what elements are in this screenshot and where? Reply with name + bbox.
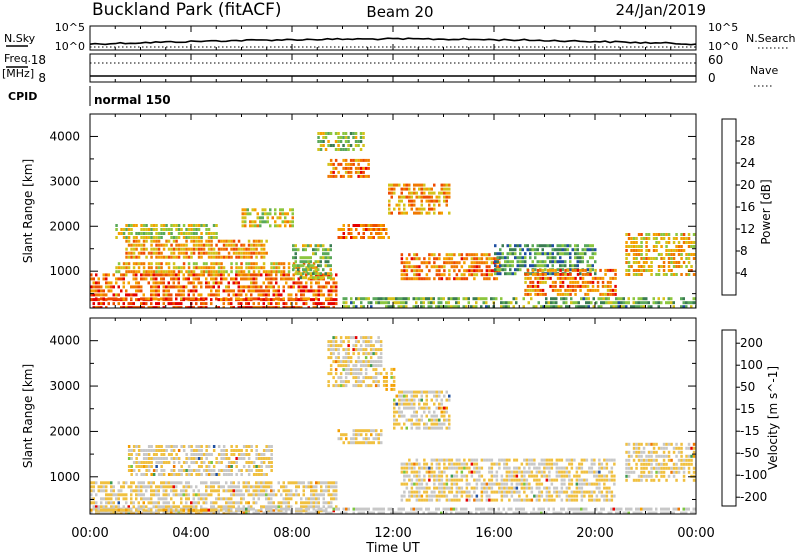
power-echo-region	[125, 239, 268, 259]
power-echo-region	[337, 224, 390, 239]
x-tick-label: 00:00	[677, 526, 714, 541]
velocity-colorbar-tick: 50	[740, 380, 755, 394]
power-colorbar-tick: 20	[740, 178, 755, 192]
velocity-colorbar-tick: -50	[740, 446, 760, 460]
power-colorbar-tick: 16	[740, 200, 755, 214]
power-echo-region	[524, 268, 617, 296]
power-colorbar-tick: 8	[740, 244, 748, 258]
x-tick-label: 04:00	[172, 526, 209, 541]
power-echo-region	[342, 297, 696, 308]
velocity-colorbar-tick: -200	[740, 490, 767, 504]
power-colorbar-tick: 24	[740, 156, 755, 170]
power-echo-region	[115, 262, 318, 274]
velocity-echo-region	[127, 445, 273, 476]
time-axis: 00:00 04:00 08:00 12:00 16:00 20:00 00:00	[71, 26, 715, 541]
x-tick-label: 20:00	[576, 526, 613, 541]
power-colorbar-tick: 28	[740, 134, 755, 148]
nsky-label: N.Sky	[4, 32, 36, 45]
station-title: Buckland Park (fitACF)	[92, 0, 282, 20]
cpid-panel: CPID normal 150	[8, 86, 171, 107]
nave-tick-bottom: 0	[708, 71, 716, 85]
y-tick-label: 4000	[49, 334, 80, 348]
freq-panel: Freq. [MHz] 18 8 60 0 Nave	[2, 52, 778, 87]
y-tick-label: 3000	[49, 174, 80, 188]
nave-tick-top: 60	[708, 53, 723, 67]
power-colorbar-tick: 12	[740, 222, 755, 236]
cpid-mode: normal 150	[94, 93, 171, 107]
nsearch-label: N.Search	[746, 32, 796, 45]
velocity-colorbar-tick: 200	[740, 336, 763, 350]
nsearch-tick-top: 10^5	[708, 21, 738, 34]
x-tick-label: 12:00	[374, 526, 411, 541]
x-tick-label: 16:00	[475, 526, 512, 541]
nsearch-tick-bottom: 10^0	[708, 40, 738, 53]
nsky-line	[89, 37, 697, 46]
freq-tick-top: 18	[31, 53, 46, 67]
velocity-y-axis-label: Slant Range [km]	[21, 364, 35, 468]
y-tick-label: 2000	[49, 219, 80, 233]
power-echo-region	[625, 233, 696, 276]
beam-title: Beam 20	[366, 3, 433, 21]
nsky-tick-top: 10^5	[55, 21, 85, 34]
power-panel: 1000 2000 3000 4000 Slant Range [km]	[21, 113, 697, 309]
y-tick-label: 1000	[49, 470, 80, 484]
y-tick-label: 1000	[49, 264, 80, 278]
power-colorbar-label: Power [dB]	[759, 179, 773, 244]
velocity-echo-region	[327, 336, 383, 388]
power-colorbar: 28 24 20 16 12 8 4	[721, 118, 755, 296]
power-y-axis-label: Slant Range [km]	[21, 159, 35, 263]
velocity-echo-region	[400, 458, 616, 502]
nave-label: Nave	[750, 64, 778, 77]
velocity-echo-region	[382, 367, 396, 391]
power-echo-region	[327, 158, 370, 178]
power-echo-region	[292, 244, 332, 280]
velocity-colorbar-tick: -15	[740, 424, 760, 438]
velocity-colorbar: 200 100 50 15 -15 -50 -100 -200	[721, 329, 767, 507]
power-echo-region	[241, 208, 294, 228]
power-echo-region	[317, 132, 365, 151]
velocity-echo-region	[393, 390, 451, 430]
y-tick-label: 4000	[49, 129, 80, 143]
y-tick-label: 3000	[49, 379, 80, 393]
y-tick-label: 2000	[49, 424, 80, 438]
x-tick-label: 00:00	[71, 526, 108, 541]
date-title: 24/Jan/2019	[616, 1, 707, 19]
velocity-echo-region	[625, 442, 696, 482]
velocity-colorbar-tick: 15	[740, 402, 755, 416]
freq-unit: [MHz]	[2, 67, 34, 80]
velocity-echo-region	[337, 429, 383, 445]
power-echo-region	[388, 183, 451, 215]
velocity-panel: 1000 2000 3000 4000 Slant Range [km]	[21, 317, 697, 515]
freq-tick-bottom: 8	[38, 71, 46, 85]
power-echo-region	[115, 224, 218, 239]
freq-label: Freq.	[4, 52, 31, 65]
noise-panel: N.Sky 10^5 10^0 10^5 10^0 N.Search	[4, 21, 796, 53]
cpid-label: CPID	[8, 90, 37, 103]
velocity-colorbar-tick: 100	[740, 358, 763, 372]
x-tick-label: 08:00	[273, 526, 310, 541]
nsky-tick-bottom: 10^0	[55, 40, 85, 53]
power-colorbar-tick: 4	[740, 266, 748, 280]
x-axis-label: Time UT	[365, 541, 419, 554]
velocity-colorbar-label: Velocity [m s^-1]	[766, 366, 780, 470]
power-echo-region	[400, 253, 501, 281]
velocity-colorbar-tick: -100	[740, 468, 767, 482]
